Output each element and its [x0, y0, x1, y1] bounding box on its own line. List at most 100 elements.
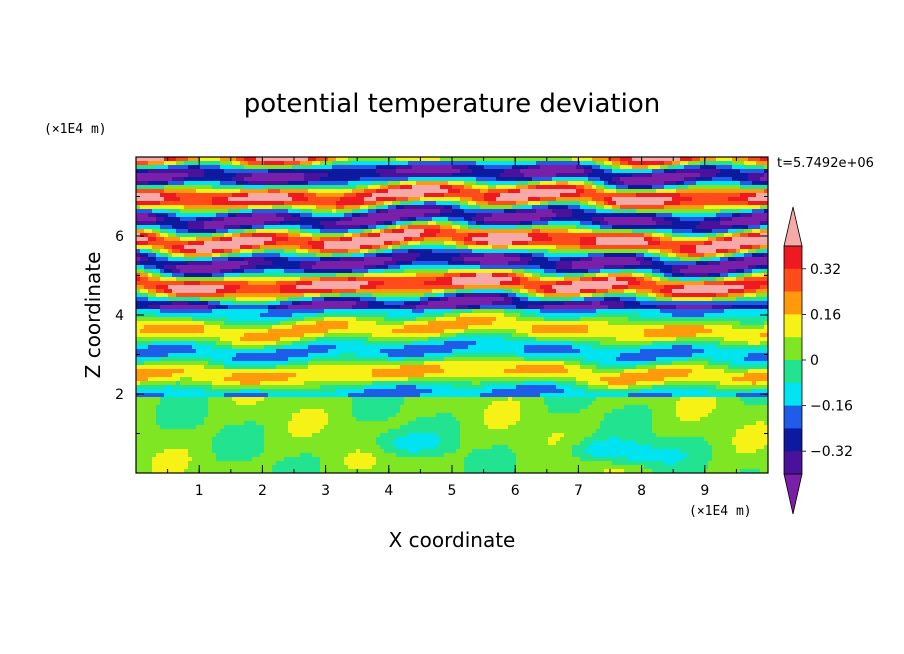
- field-cell: [584, 209, 589, 214]
- field-cell: [596, 253, 601, 258]
- field-cell: [532, 161, 537, 166]
- field-cell: [480, 249, 485, 254]
- field-cell: [196, 169, 201, 174]
- field-cell: [352, 209, 357, 214]
- field-cell: [192, 229, 197, 234]
- field-cell: [480, 261, 485, 266]
- field-cell: [212, 221, 217, 226]
- field-cell: [420, 241, 425, 246]
- field-cell: [460, 233, 465, 238]
- field-cell: [320, 209, 325, 214]
- field-cell: [220, 197, 225, 202]
- field-cell: [496, 229, 501, 234]
- field-cell: [628, 225, 633, 230]
- field-cell: [328, 273, 333, 278]
- field-cell: [612, 217, 617, 222]
- field-cell: [212, 217, 217, 222]
- field-cell: [620, 197, 625, 202]
- field-cell: [460, 161, 465, 166]
- field-cell: [324, 205, 329, 210]
- field-cell: [700, 257, 705, 262]
- field-cell: [332, 273, 337, 278]
- field-cell: [436, 237, 441, 242]
- field-cell: [652, 157, 657, 162]
- field-cell: [500, 229, 505, 234]
- field-cell: [708, 157, 713, 162]
- field-cell: [204, 225, 209, 230]
- field-cell: [372, 209, 377, 214]
- field-cell: [388, 201, 393, 206]
- field-cell: [196, 253, 201, 258]
- field-cell: [480, 173, 485, 178]
- field-cell: [324, 181, 329, 186]
- field-cell: [584, 161, 589, 166]
- field-cell: [616, 217, 621, 222]
- field-cell: [756, 265, 761, 270]
- field-cell: [460, 213, 465, 218]
- field-cell: [428, 237, 433, 242]
- field-cell: [644, 213, 649, 218]
- field-cell: [608, 249, 613, 254]
- field-cell: [348, 165, 353, 170]
- field-cell: [324, 261, 329, 266]
- field-cell: [436, 241, 441, 246]
- field-cell: [432, 249, 437, 254]
- field-cell: [272, 209, 277, 214]
- field-cell: [592, 201, 597, 206]
- field-cell: [624, 165, 629, 170]
- field-cell: [644, 229, 649, 234]
- field-cell: [276, 197, 281, 202]
- field-cell: [628, 193, 633, 198]
- field-cell: [200, 233, 205, 238]
- field-cell: [288, 169, 293, 174]
- field-cell: [508, 165, 513, 170]
- field-cell: [212, 169, 217, 174]
- field-cell: [172, 169, 177, 174]
- field-cell: [540, 213, 545, 218]
- field-cell: [336, 181, 341, 186]
- field-cell: [144, 177, 149, 182]
- field-cell: [640, 241, 645, 246]
- field-cell: [416, 257, 421, 262]
- field-cell: [540, 197, 545, 202]
- field-cell: [680, 233, 685, 238]
- field-cell: [744, 261, 749, 266]
- field-cell: [616, 265, 621, 270]
- field-cell: [392, 229, 397, 234]
- field-cell: [548, 177, 553, 182]
- field-cell: [368, 273, 373, 278]
- field-cell: [384, 185, 389, 190]
- field-cell: [264, 193, 269, 198]
- field-cell: [408, 177, 413, 182]
- field-cell: [196, 241, 201, 246]
- field-cell: [740, 213, 745, 218]
- field-cell: [484, 161, 489, 166]
- field-cell: [760, 249, 765, 254]
- field-cell: [592, 221, 597, 226]
- field-cell: [280, 201, 285, 206]
- field-cell: [420, 161, 425, 166]
- field-cell: [408, 217, 413, 222]
- field-cell: [708, 241, 713, 246]
- field-cell: [332, 241, 337, 246]
- field-cell: [268, 157, 273, 162]
- field-cell: [412, 165, 417, 170]
- field-cell: [596, 217, 601, 222]
- field-cell: [740, 205, 745, 210]
- field-cell: [408, 165, 413, 170]
- field-cell: [764, 261, 768, 266]
- field-cell: [200, 181, 205, 186]
- field-cell: [496, 277, 501, 282]
- field-cell: [504, 261, 509, 266]
- field-cell: [680, 221, 685, 226]
- field-cell: [296, 241, 301, 246]
- field-cell: [408, 249, 413, 254]
- field-cell: [276, 217, 281, 222]
- field-cell: [424, 177, 429, 182]
- field-cell: [168, 261, 173, 266]
- field-cell: [628, 217, 633, 222]
- field-cell: [232, 249, 237, 254]
- field-cell: [720, 209, 725, 214]
- field-cell: [540, 249, 545, 254]
